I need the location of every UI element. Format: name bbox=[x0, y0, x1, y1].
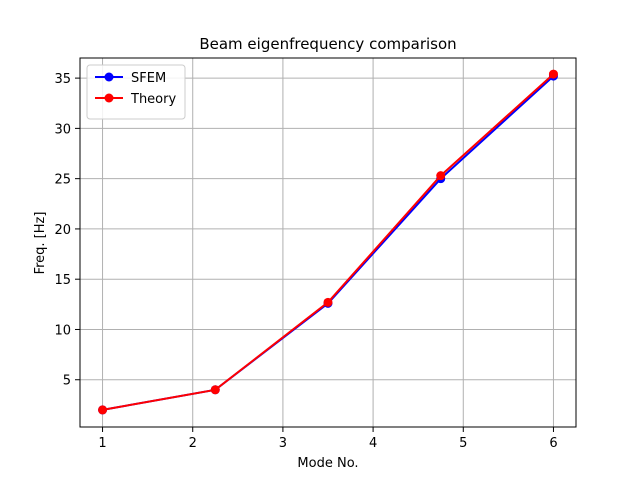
x-tick-label: 5 bbox=[459, 436, 467, 451]
data-point bbox=[98, 405, 108, 415]
legend-marker bbox=[104, 93, 114, 103]
y-tick-label: 35 bbox=[54, 72, 71, 87]
legend: SFEM Theory bbox=[86, 64, 186, 120]
x-tick-label: 2 bbox=[189, 436, 197, 451]
data-point bbox=[436, 171, 446, 181]
x-axis-label: Mode No. bbox=[297, 456, 358, 471]
x-tick-label: 1 bbox=[98, 436, 106, 451]
data-point bbox=[548, 69, 558, 79]
legend-item: SFEM bbox=[95, 71, 166, 86]
y-tick-label: 25 bbox=[54, 173, 71, 188]
legend-label: SFEM bbox=[131, 71, 166, 86]
y-tick-label: 5 bbox=[63, 374, 71, 389]
legend-item: Theory bbox=[95, 92, 176, 107]
x-tick-label: 4 bbox=[369, 436, 377, 451]
x-tick-label: 6 bbox=[549, 436, 557, 451]
y-tick-label: 20 bbox=[54, 223, 71, 238]
chart-title: Beam eigenfrequency comparison bbox=[199, 35, 456, 53]
plot-area bbox=[79, 57, 577, 428]
x-tick-label: 3 bbox=[279, 436, 287, 451]
y-tick-label: 30 bbox=[54, 122, 71, 137]
data-point bbox=[323, 297, 333, 307]
grid bbox=[80, 58, 576, 427]
ticks: 1 2 3 4 5 6 5 10 15 20 25 30 35 bbox=[54, 72, 557, 451]
y-tick-label: 15 bbox=[54, 273, 71, 288]
series-theory bbox=[98, 69, 558, 415]
legend-marker bbox=[104, 72, 114, 82]
series-layer bbox=[98, 69, 558, 415]
y-tick-label: 10 bbox=[54, 323, 71, 338]
data-point bbox=[210, 385, 220, 395]
y-axis-label: Freq. [Hz] bbox=[33, 212, 48, 275]
legend-label: Theory bbox=[130, 92, 176, 107]
